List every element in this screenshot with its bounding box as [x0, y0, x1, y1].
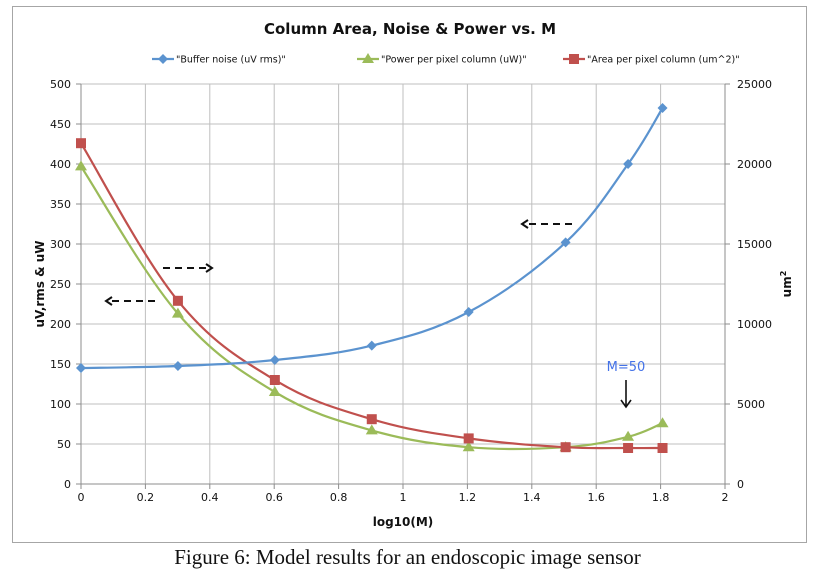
x-tick-label: 0.2 — [137, 491, 155, 504]
annotation-down-arrow-head — [620, 399, 632, 409]
y2-axis-label-base: um — [780, 276, 794, 297]
dashed-arrow — [163, 263, 214, 273]
data-point-square — [569, 54, 579, 64]
x-tick-label: 1.4 — [523, 491, 541, 504]
data-point-diamond — [560, 237, 571, 248]
data-point-diamond — [366, 340, 377, 351]
data-point-square — [463, 433, 474, 444]
dashed-arrow — [520, 219, 572, 229]
arrow-head — [205, 263, 214, 273]
data-point-triangle — [268, 386, 281, 396]
data-point-square — [172, 295, 183, 306]
data-point-diamond — [172, 361, 183, 371]
annotations: M=50 — [104, 219, 646, 409]
series-line — [80, 142, 663, 450]
gridlines — [81, 83, 726, 484]
y2-tick-label: 20000 — [737, 158, 772, 171]
data-point-square — [657, 443, 668, 453]
x-tick-label: 2 — [722, 491, 729, 504]
x-tick-label: 1.6 — [587, 491, 605, 504]
data-point-diamond — [623, 159, 634, 169]
figure-caption: Figure 6: Model results for an endoscopi… — [174, 545, 641, 569]
series-line — [80, 107, 664, 370]
legend-entry: "Area per pixel column (um^2)" — [563, 54, 740, 66]
data-point-triangle — [656, 417, 669, 428]
svg-text:um2: um2 — [779, 271, 794, 298]
y-tick-label: 300 — [50, 238, 71, 251]
data-point-diamond — [463, 307, 474, 317]
legend-entry: "Buffer noise (uV rms)" — [152, 54, 286, 66]
legend-entry: "Power per pixel column (uW)" — [357, 53, 527, 66]
chart: Column Area, Noise & Power vs. M "Buffer… — [33, 20, 794, 529]
legend: "Buffer noise (uV rms)" "Power per pixel … — [152, 53, 740, 66]
data-point-diamond — [657, 103, 668, 113]
series-layer — [75, 103, 669, 453]
y2-tick-label: 15000 — [737, 238, 772, 251]
x-tick-label: 0.4 — [201, 491, 219, 504]
y2-tick-label: 25000 — [737, 78, 772, 91]
y2-axis-label: um2 — [779, 271, 794, 298]
series-line — [80, 165, 663, 451]
data-point-triangle — [365, 424, 378, 435]
data-point-diamond — [269, 355, 280, 365]
axes: 0 0.2 0.4 0.6 0.8 1 1.2 1.4 1.6 1.8 20501001502002… — [50, 78, 772, 504]
y2-tick-label: 0 — [737, 478, 744, 491]
chart-frame — [12, 6, 807, 543]
y-tick-label: 0 — [64, 478, 71, 491]
x-tick-label: 1.2 — [459, 491, 477, 504]
annotation-m50-label: M=50 — [607, 360, 646, 375]
data-point-square — [269, 375, 280, 385]
y-tick-label: 400 — [50, 158, 71, 171]
data-point-triangle — [622, 430, 635, 441]
data-point-diamond — [76, 363, 86, 373]
y-axis-label: uV,rms & uW — [33, 240, 47, 327]
x-tick-label: 0 — [78, 491, 85, 504]
legend-label: "Buffer noise (uV rms)" — [176, 55, 286, 66]
x-tick-label: 1 — [400, 491, 407, 504]
y-tick-label: 200 — [50, 318, 71, 331]
data-point-square — [76, 138, 86, 149]
y-tick-label: 150 — [50, 358, 71, 371]
data-point-triangle — [462, 441, 475, 452]
data-point-square — [560, 442, 571, 453]
y-tick-label: 350 — [50, 198, 71, 211]
x-tick-label: 1.8 — [652, 491, 670, 504]
arrow-head — [520, 219, 529, 229]
dashed-arrow — [104, 296, 155, 306]
arrow-head — [104, 296, 113, 306]
y2-axis-label-superscript: 2 — [779, 271, 788, 277]
y-tick-label: 50 — [57, 438, 71, 451]
data-point-square — [623, 443, 634, 453]
data-point-triangle — [75, 160, 87, 171]
data-point-triangle — [362, 53, 374, 63]
y2-tick-label: 10000 — [737, 318, 772, 331]
x-tick-label: 0.8 — [330, 491, 348, 504]
data-point-triangle — [171, 307, 184, 318]
legend-label: "Area per pixel column (um^2)" — [587, 55, 740, 66]
y-tick-label: 450 — [50, 118, 71, 131]
data-point-diamond — [158, 54, 168, 64]
data-point-square — [366, 414, 377, 425]
y2-tick-label: 5000 — [737, 398, 765, 411]
y-tick-label: 250 — [50, 278, 71, 291]
series-square — [76, 138, 668, 453]
x-axis-label: log10(M) — [373, 515, 434, 529]
series-diamond — [76, 103, 668, 373]
x-tick-label: 0.6 — [265, 491, 283, 504]
chart-title: Column Area, Noise & Power vs. M — [264, 20, 556, 38]
legend-label: "Power per pixel column (uW)" — [381, 55, 527, 66]
y-tick-label: 100 — [50, 398, 71, 411]
y-tick-label: 500 — [50, 78, 71, 91]
